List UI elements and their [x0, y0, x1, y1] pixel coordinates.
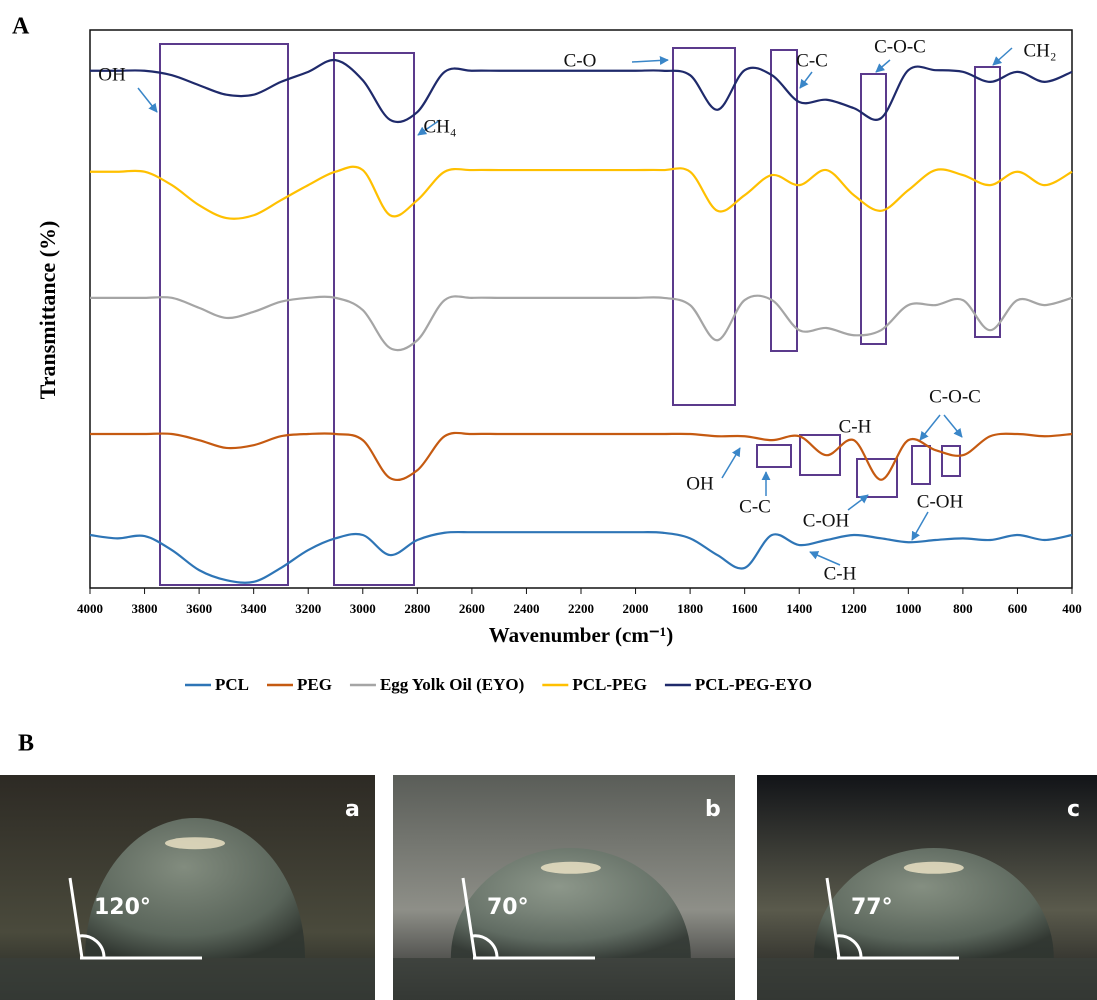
band-annotation: C-C — [739, 496, 771, 517]
band-box — [333, 52, 415, 586]
y-axis-label: Transmittance (%) — [35, 221, 60, 400]
x-tick-label: 600 — [1008, 601, 1028, 616]
tangent — [461, 877, 477, 959]
band-box — [672, 47, 736, 406]
x-tick-label: 3600 — [186, 601, 212, 616]
band-box — [941, 445, 961, 477]
legend-label: PEG — [297, 675, 332, 694]
band-annotation: CH₂ — [1023, 40, 1056, 61]
band-box — [799, 434, 841, 476]
band-annotation: C-OH — [803, 510, 850, 531]
angle-arc — [835, 934, 863, 959]
reflection — [540, 861, 601, 874]
band-box — [770, 49, 798, 352]
arrow — [721, 447, 741, 479]
legend-label: PCL-PEG-EYO — [695, 675, 812, 694]
arrow — [919, 414, 941, 441]
band-annotation: C-C — [796, 50, 828, 71]
x-tick-label: 1200 — [841, 601, 867, 616]
x-tick-label: 800 — [953, 601, 973, 616]
band-annotation: CH₄ — [423, 116, 456, 137]
band-annotation: C-H — [824, 563, 857, 584]
band-annotation: OH — [686, 473, 714, 494]
x-tick-label: 2000 — [623, 601, 649, 616]
angle-label: 120° — [94, 895, 151, 920]
arrow — [631, 55, 669, 65]
x-tick-label: 4000 — [77, 601, 103, 616]
x-tick-label: 2800 — [404, 601, 430, 616]
panel-label: A — [12, 14, 30, 40]
angle-label: 70° — [487, 895, 529, 920]
x-tick-label: 1600 — [732, 601, 758, 616]
reflection — [165, 837, 225, 850]
spectrum-line — [90, 294, 1073, 352]
substrate — [393, 958, 735, 1000]
annotation-arrows — [137, 47, 1013, 566]
arrow — [137, 87, 158, 113]
arrow — [943, 414, 963, 438]
x-tick-label: 1800 — [677, 601, 703, 616]
x-axis-label: Wavenumber (cm⁻¹) — [489, 623, 673, 647]
droplet — [813, 848, 1054, 958]
tangent — [68, 877, 84, 959]
annotation-boxes — [159, 43, 1001, 586]
x-tick-label: 1000 — [895, 601, 921, 616]
droplet — [85, 818, 305, 958]
x-tick-label: 3200 — [295, 601, 321, 616]
photo-label: b — [705, 797, 721, 822]
substrate — [757, 958, 1097, 1000]
contact-angle-photo: 77° c — [757, 775, 1097, 1000]
arrow — [992, 47, 1013, 66]
arrow — [417, 119, 441, 136]
x-tick-label: 1400 — [786, 601, 812, 616]
x-tick-label: 3800 — [132, 601, 158, 616]
arrow — [911, 511, 929, 541]
band-annotation: C-OH — [917, 491, 964, 512]
arrow — [875, 59, 891, 73]
angle-arc — [471, 934, 499, 959]
legend-label: PCL-PEG — [572, 675, 647, 694]
arrow — [809, 551, 841, 566]
spectrum-line — [89, 58, 1073, 124]
x-tick-label: 3000 — [350, 601, 376, 616]
band-box — [911, 445, 931, 485]
photo-label: a — [345, 797, 360, 822]
spectrum-line — [90, 431, 1073, 482]
spectrum-line — [89, 530, 1073, 584]
band-annotation: OH — [98, 64, 126, 85]
reflection — [903, 861, 964, 874]
x-tick-label: 2600 — [459, 601, 485, 616]
x-tick-label: 400 — [1062, 601, 1082, 616]
photo-label: c — [1067, 797, 1080, 822]
band-annotation: C-H — [839, 416, 872, 437]
legend-label: Egg Yolk Oil (EYO) — [380, 675, 524, 694]
x-tick-label: 2400 — [513, 601, 539, 616]
band-annotation: C-O — [564, 50, 597, 71]
contact-angle-photo: 120° a — [0, 775, 375, 1000]
tangent — [825, 877, 841, 959]
panel-label: B — [18, 731, 34, 757]
band-box — [856, 458, 898, 498]
x-tick-label: 2200 — [568, 601, 594, 616]
band-box — [974, 66, 1001, 338]
x-tick-label: 3400 — [241, 601, 267, 616]
band-annotation: C-O-C — [874, 36, 926, 57]
band-box — [159, 43, 289, 586]
band-annotation: C-O-C — [929, 386, 981, 407]
legend-label: PCL — [215, 675, 249, 694]
band-box — [756, 444, 792, 468]
arrow — [847, 494, 869, 511]
angle-arc — [78, 934, 106, 959]
spectrum-line — [90, 165, 1073, 220]
angle-label: 77° — [851, 895, 893, 920]
arrow — [799, 71, 813, 89]
substrate — [0, 958, 375, 1000]
droplet — [450, 848, 691, 958]
contact-angle-photo: 70° b — [393, 775, 735, 1000]
